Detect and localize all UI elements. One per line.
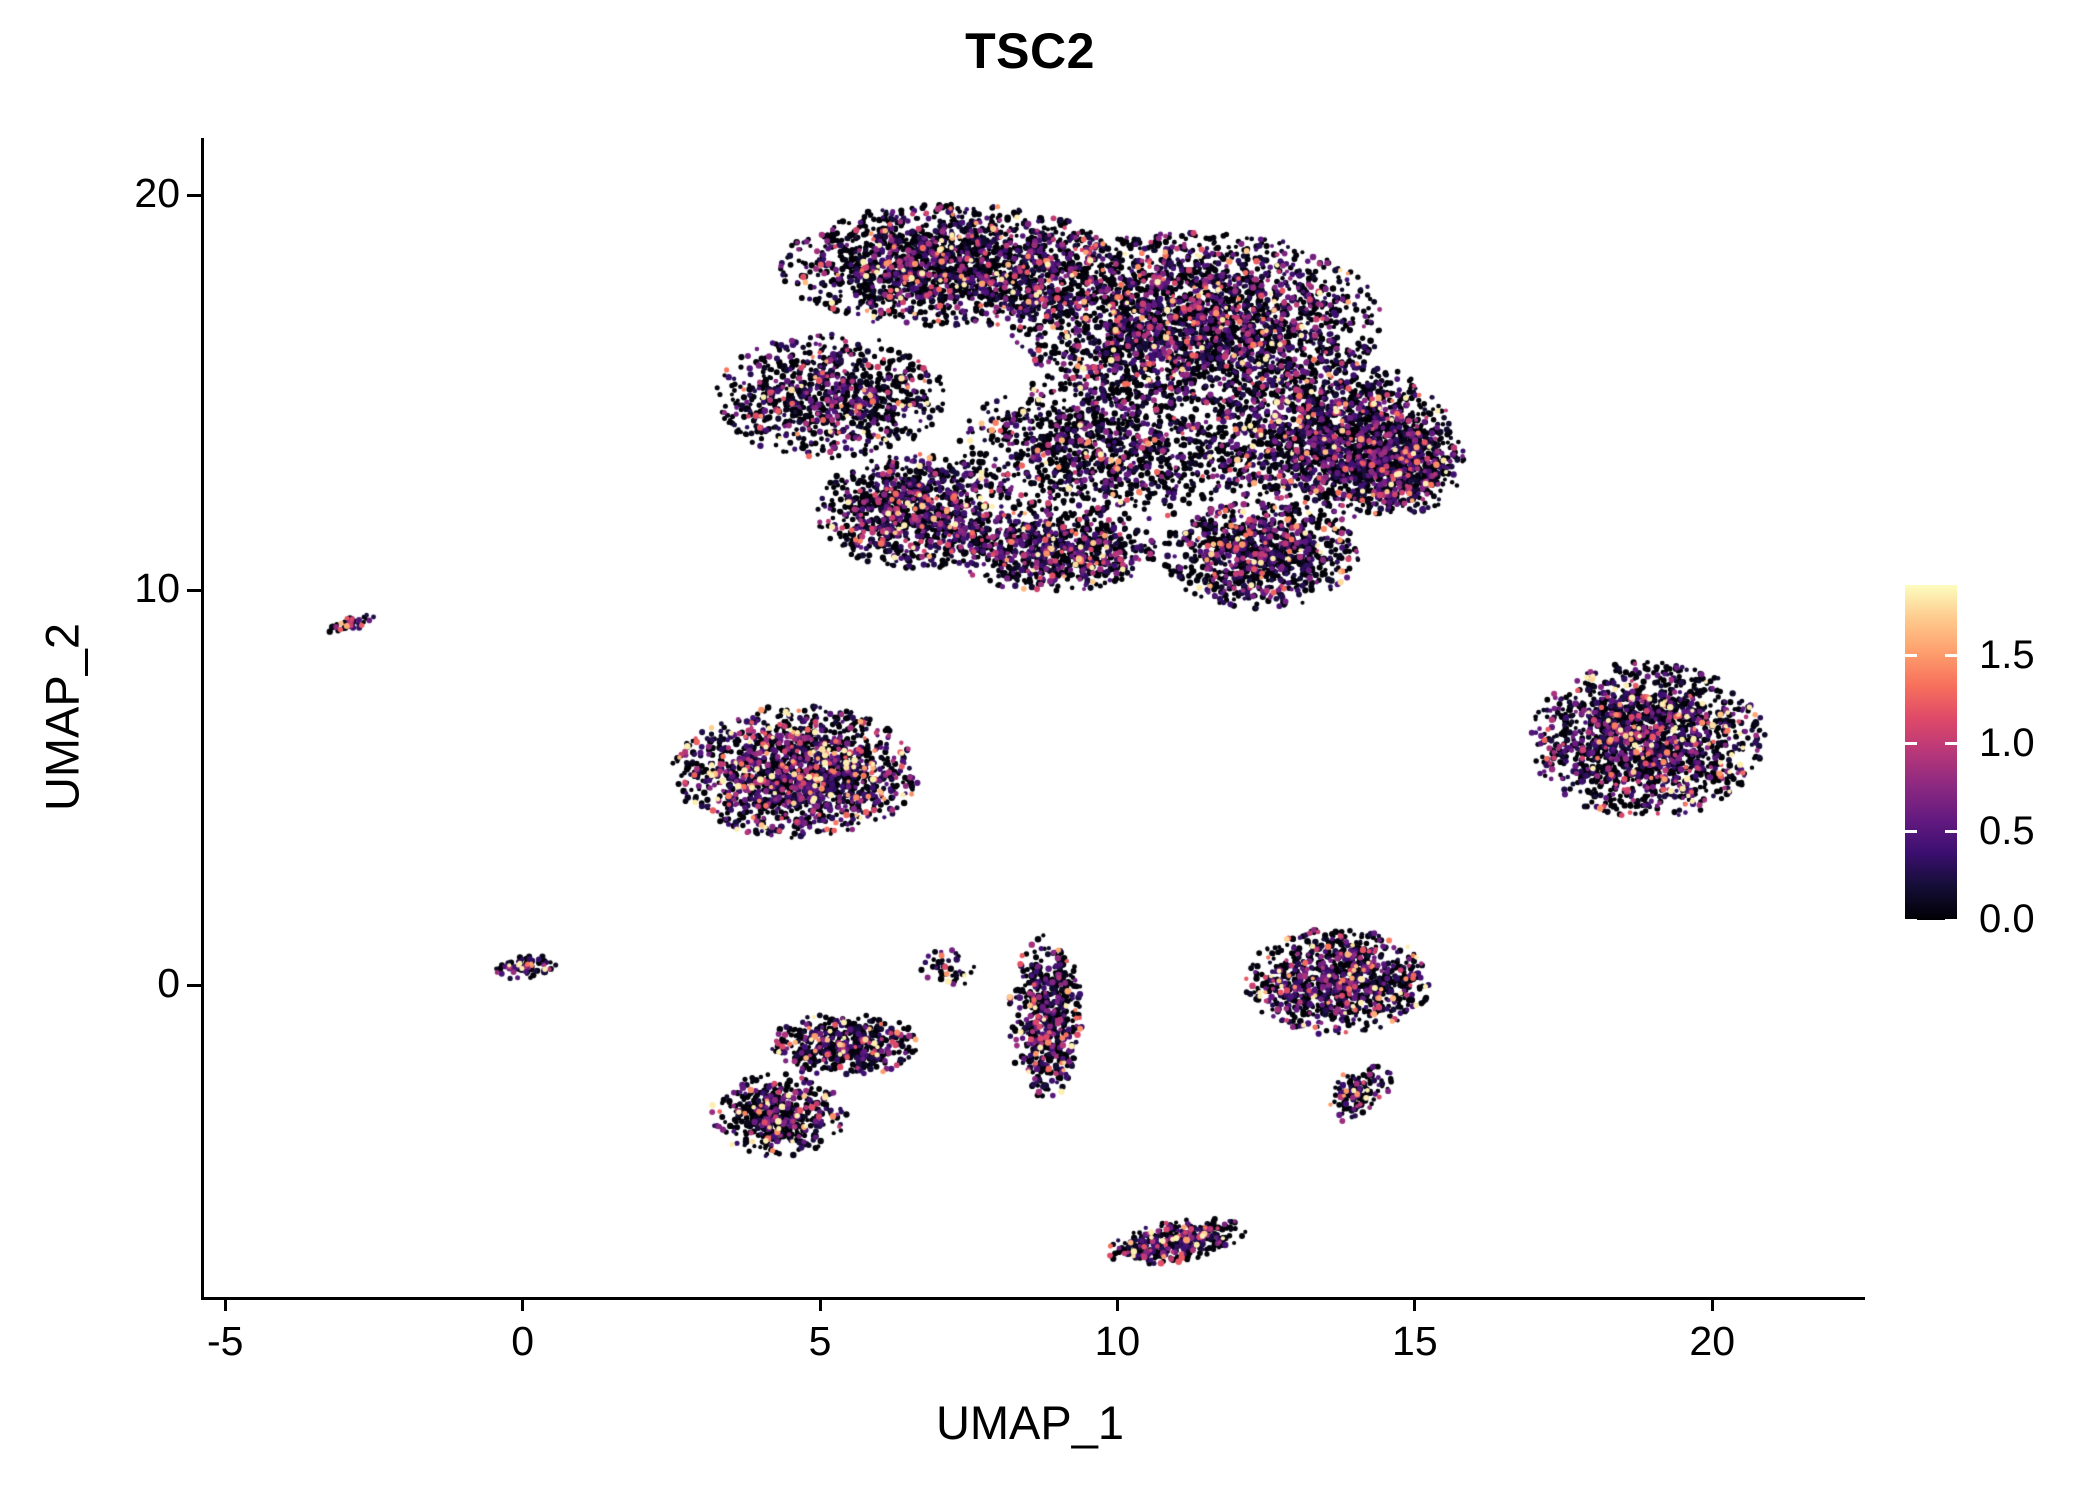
x-tick-label: 10: [1094, 1318, 1141, 1364]
chart-title: TSC2: [965, 23, 1095, 79]
y-tick-mark: [187, 588, 201, 592]
x-axis-line: [201, 1297, 1865, 1300]
y-tick-mark: [187, 193, 201, 197]
colorbar-tick-mark: [1905, 654, 1917, 658]
colorbar-tick-mark: [1945, 742, 1957, 746]
colorbar-tick-label: 1.5: [1979, 632, 2035, 677]
colorbar-tick-label: 1.0: [1979, 720, 2035, 765]
y-tick-label: 10: [134, 565, 180, 612]
y-tick-mark: [187, 983, 201, 987]
y-axis-line: [201, 138, 204, 1300]
colorbar-tick-label: 0.5: [1979, 808, 2035, 853]
y-tick-label: 20: [134, 170, 180, 217]
umap-scatter-canvas: [205, 140, 1855, 1295]
colorbar-gradient: [1905, 585, 1957, 920]
x-tick-mark: [223, 1297, 227, 1311]
colorbar-tick-label: 0.0: [1979, 897, 2035, 941]
colorbar-tick-mark: [1945, 830, 1957, 834]
x-tick-label: 15: [1392, 1318, 1438, 1364]
x-tick-label: 0: [511, 1318, 535, 1364]
y-tick-label: 0: [157, 960, 180, 1007]
colorbar-tick-mark: [1945, 654, 1957, 658]
colorbar-tick-mark: [1905, 830, 1917, 834]
colorbar-tick-mark: [1905, 918, 1917, 922]
x-tick-label: 5: [808, 1318, 832, 1364]
x-tick-mark: [1710, 1297, 1714, 1311]
colorbar-tick-mark: [1905, 742, 1917, 746]
x-tick-mark: [1413, 1297, 1417, 1311]
x-tick-mark: [521, 1297, 525, 1311]
y-axis-title: UMAP_2: [35, 622, 89, 812]
x-tick-mark: [1115, 1297, 1119, 1311]
x-tick-label: 20: [1689, 1318, 1736, 1364]
x-axis-title: UMAP_1: [935, 1396, 1125, 1449]
colorbar-tick-mark: [1945, 918, 1957, 922]
x-tick-mark: [818, 1297, 822, 1311]
x-tick-label: -5: [206, 1318, 244, 1364]
